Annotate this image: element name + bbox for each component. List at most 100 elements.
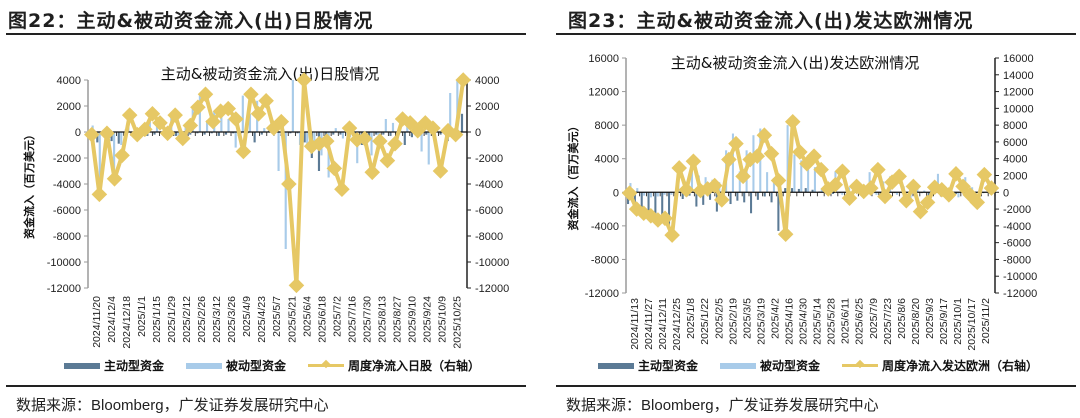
x-axis-tick-label: 2024/12/4 [106,296,118,343]
right-axis-tick-label: -10000 [475,257,509,269]
net-flow-marker [919,194,936,211]
net-flow-marker [813,161,829,178]
left-axis-tick-label: -4000 [53,179,81,191]
x-axis-tick-label: 2025/9/10 [406,296,418,343]
net-flow-marker [372,133,388,149]
x-axis-tick-label: 2025/4/23 [256,296,268,343]
bar-passive [177,132,180,136]
bar-active [367,132,371,136]
bar-active [425,132,428,135]
bar-passive [786,125,789,193]
title-divider [6,33,526,35]
x-axis-tick-label: 2025/8/13 [376,296,388,343]
net-flow-marker [387,135,403,152]
title-divider [556,33,1076,35]
net-flow-marker [174,130,191,147]
source-suffix: ，广发证券发展研究中心 [713,396,879,414]
net-flow-line [89,78,466,288]
right-axis-tick-label: -8000 [475,231,503,243]
bar-active [770,192,773,203]
x-axis-tick-label: 2025/3/5 [741,298,753,339]
bar-active [303,132,306,143]
bar-active [763,192,766,197]
net-flow-marker [243,86,259,103]
x-axis-tick-label: 2025/1/15 [151,296,163,343]
legend-swatch-active [64,362,100,369]
bar-active [702,192,705,205]
bar-active [96,132,99,143]
bar-active [260,132,263,135]
source-prefix: 数据来源： [16,396,92,414]
x-axis-tick-label: 2024/12/18 [121,296,133,349]
source-suffix: ，广发证券发展研究中心 [163,396,329,414]
bar-passive [205,120,209,132]
legend-item-passive: 被动型资金 [186,357,286,374]
bar-active [325,132,328,136]
bar-passive [772,178,775,193]
source-provider: Bloomberg [91,397,164,414]
net-flow-marker [114,147,130,164]
net-flow-marker [447,126,464,143]
figure-title: 图22：主动&被动资金流入(出)日股情况 [8,10,374,32]
net-flow-marker [84,126,100,143]
chart-title: 主动&被动资金流入(出)发达欧洲情况 [671,54,919,72]
bar-active [410,132,414,138]
x-axis-tick-label: 2025/2/26 [196,296,208,343]
net-flow-marker [334,181,350,197]
left-axis-tick-label: 4000 [595,154,619,166]
x-axis-tick-label: 2025/10/1 [952,298,964,345]
net-flow-marker [827,176,844,193]
bar-active [317,132,321,171]
x-axis-tick-label: 2025/7/2 [331,296,343,337]
net-flow-marker [728,135,744,152]
net-flow-marker [735,168,751,185]
bar-passive [248,113,252,132]
bar-active [117,132,120,144]
net-flow-marker [664,227,680,243]
bar-passive [241,95,244,132]
bar-active [647,192,650,215]
bar-passive [841,192,844,195]
bar-active [832,192,835,194]
x-axis-tick-label: 2025/10/9 [436,296,448,343]
y-axis-label: 资金流入（百万美元） [22,129,36,239]
bar-active [110,132,113,142]
x-axis-tick-label: 2025/2/12 [181,296,193,343]
bar-passive [656,192,659,197]
right-axis-tick-label: 8000 [1003,120,1027,132]
bar-active [382,132,385,135]
net-flow-marker [969,194,986,211]
bar-active [210,132,213,134]
right-axis-tick-label: 6000 [1003,137,1027,149]
net-flow-marker [326,160,343,177]
bar-active [756,192,759,200]
bar-passive [690,158,693,193]
source-provider: Bloomberg [641,397,714,414]
bar-active [729,192,732,205]
net-flow-marker [220,100,237,117]
left-axis-tick-label: 2000 [57,101,81,113]
bar-passive [649,192,652,198]
right-axis-tick-label: 10000 [1003,103,1034,115]
bar-active [640,192,643,213]
net-flow-marker [182,117,199,134]
left-axis-tick-label: -12000 [585,288,619,300]
net-flow-marker [685,153,702,170]
bar-passive [643,192,646,196]
bar-active [267,130,270,132]
x-axis-tick-label: 2025/3/12 [211,296,223,343]
net-flow-marker [777,226,794,243]
source-note: 数据来源：Bloomberg，广发证券发展研究中心 [16,394,329,415]
x-axis-tick-label: 2025/8/6 [896,298,908,339]
net-flow-marker [425,120,441,136]
x-axis-tick-label: 2025/7/30 [361,296,373,343]
left-axis-tick-label: -8000 [591,254,619,266]
net-flow-marker [657,210,673,227]
bar-active [403,132,406,145]
net-flow-marker [235,143,252,160]
bar-passive [916,188,919,193]
x-axis-tick-label: 2024/12/25 [671,298,683,351]
bar-active [217,132,220,136]
right-axis-tick-label: -12000 [475,283,509,295]
